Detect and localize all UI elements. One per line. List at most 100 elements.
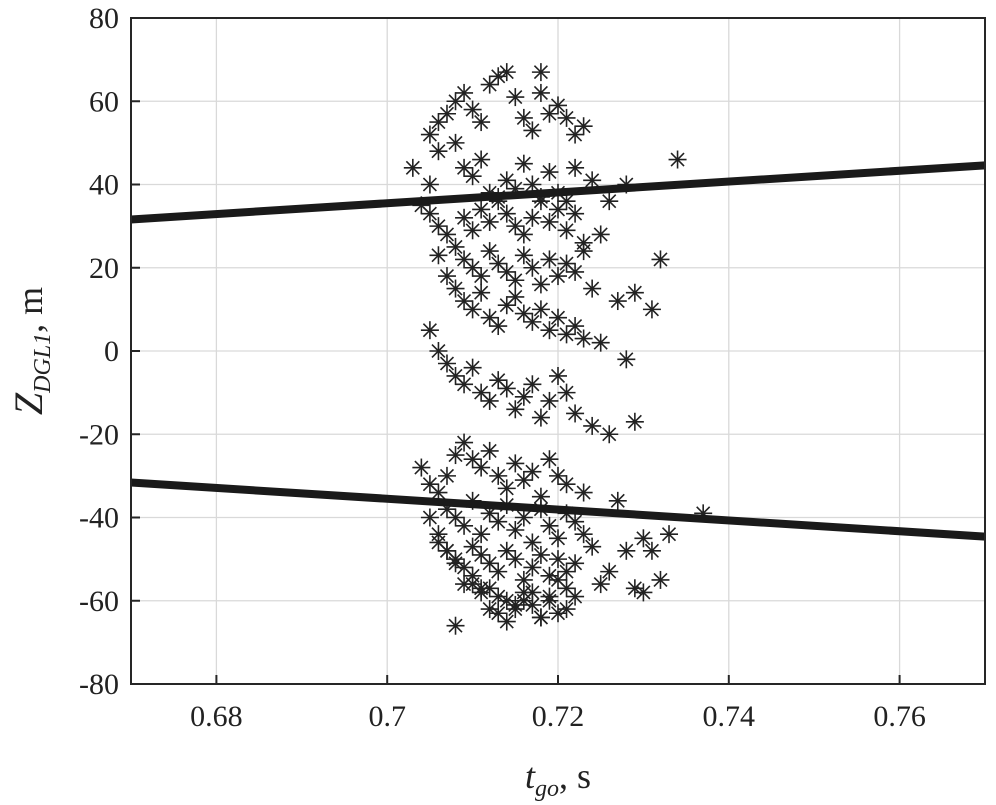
scatter-point [472, 267, 491, 286]
scatter-point [472, 150, 491, 169]
scatter-point [463, 167, 482, 186]
scatter-point [540, 321, 559, 340]
scatter-point [531, 300, 550, 319]
scatter-point [540, 587, 559, 606]
scatter-point [506, 400, 525, 419]
scatter-point [412, 458, 431, 477]
scatter-point [514, 108, 533, 127]
x-tick-label: 0.7 [368, 700, 406, 733]
scatter-point [523, 583, 542, 602]
scatter-point [446, 554, 465, 573]
scatter-point [642, 300, 661, 319]
scatter-point [506, 454, 525, 473]
scatter-point [660, 525, 679, 544]
scatter-point [472, 525, 491, 544]
scatter-point [557, 475, 576, 494]
scatter-point [480, 308, 499, 327]
scatter-point [583, 416, 602, 435]
scatter-point [549, 308, 567, 327]
scatter-point [514, 471, 533, 490]
y-tick-label: 60 [89, 85, 119, 118]
scatter-point [625, 283, 644, 302]
x-label-base: t [525, 756, 536, 796]
scatter-point [437, 354, 456, 373]
scatter-point [617, 541, 636, 560]
scatter-point [480, 441, 499, 460]
scatter-point [420, 125, 439, 144]
y-axis-label: ZDGL1, m [6, 287, 56, 415]
scatter-point [446, 446, 465, 465]
scatter-point [523, 533, 542, 552]
scatter-point [437, 466, 456, 485]
scatter-point [523, 208, 542, 227]
scatter-point [420, 175, 439, 194]
scatter-point [549, 550, 567, 569]
scatter-point [489, 466, 508, 485]
y-tick-label: -60 [79, 585, 119, 618]
scatter-point [514, 154, 533, 173]
scatter-point [549, 366, 567, 385]
scatter-point [617, 350, 636, 369]
scatter-point [634, 529, 653, 548]
scatter-point [480, 391, 499, 410]
scatter-point [463, 300, 482, 319]
scatter-point [557, 383, 576, 402]
y-label-sub: DGL1 [30, 333, 56, 394]
y-label-base: Z [6, 392, 51, 415]
scatter-point [506, 271, 525, 290]
scatter-point [514, 387, 533, 406]
scatter-point [566, 554, 585, 573]
scatter-point [557, 221, 576, 240]
y-tick-label: 40 [89, 169, 119, 202]
scatter-point [608, 292, 627, 311]
scatter-point [480, 242, 499, 261]
scatter-point [574, 525, 593, 544]
y-tick-label: -80 [79, 668, 119, 701]
scatter-point [463, 100, 482, 119]
scatter-point [455, 375, 474, 394]
scatter-point [566, 158, 585, 177]
scatter-point [420, 508, 439, 527]
scatter-point [420, 321, 439, 340]
scatter-point [574, 117, 593, 136]
scatter-point [489, 562, 508, 581]
scatter-point [531, 275, 550, 294]
y-tick-label: -40 [79, 502, 119, 535]
scatter-point [523, 558, 542, 577]
scatter-point [600, 425, 619, 444]
scatter-point [437, 104, 456, 123]
scatter-point [531, 63, 550, 82]
scatter-point [420, 204, 439, 223]
scatter-point [668, 150, 687, 169]
x-axis-label: tgo, s [525, 756, 591, 802]
scatter-point [566, 204, 585, 223]
scatter-point [514, 225, 533, 244]
scatter-point [455, 433, 474, 452]
scatter-point [446, 616, 465, 635]
x-tick-label: 0.74 [703, 700, 756, 733]
scatter-point [523, 258, 542, 277]
scatter-point [437, 541, 456, 560]
scatter-point [437, 225, 456, 244]
scatter-point [523, 121, 542, 140]
scatter-point [566, 317, 585, 336]
scatter-point [574, 483, 593, 502]
scatter-point [446, 92, 465, 111]
scatter-point [463, 358, 482, 377]
scatter-point [634, 583, 653, 602]
scatter-point [574, 242, 593, 261]
scatter-point [429, 142, 448, 161]
scatter-point [514, 246, 533, 265]
scatter-point [506, 88, 525, 107]
scatter-point [583, 279, 602, 298]
x-label-unit: , s [559, 756, 591, 796]
x-axis: 0.68 0.7 0.72 0.74 0.76 [190, 675, 926, 733]
x-tick-label: 0.72 [532, 700, 585, 733]
scatter-point [429, 342, 448, 360]
scatter-point [506, 287, 525, 306]
scatter-point [531, 408, 550, 427]
y-label-unit: , m [10, 287, 50, 333]
scatter-point [566, 262, 585, 281]
scatter-point [489, 317, 508, 336]
